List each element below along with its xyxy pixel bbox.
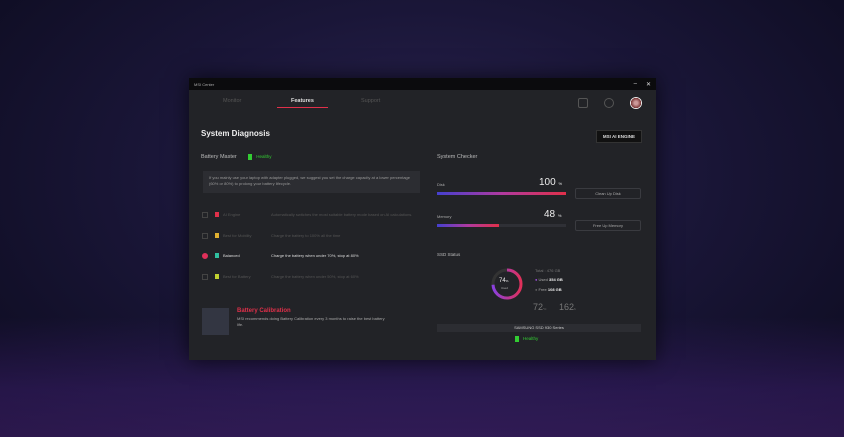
memory-unit: % [557, 213, 562, 218]
battery-option[interactable]: Best for Mobility Charge the battery to 1… [202, 233, 422, 239]
ai-engine-button[interactable]: MSI AI ENGINE [595, 130, 642, 143]
system-checker-title: System Checker [437, 154, 478, 160]
tab-support[interactable]: Support [361, 98, 381, 104]
option-name: Best for Mobility [223, 233, 252, 238]
ssd-free: ● Free 108 GB [535, 287, 562, 292]
settings-icon[interactable] [604, 98, 614, 108]
mode-icon [215, 233, 219, 238]
battery-calibration[interactable]: Battery Calibration MSI recommends doing… [202, 308, 387, 335]
hours-unit: h [574, 307, 576, 311]
page-title: System Diagnosis [201, 129, 270, 138]
disk-unit: % [558, 181, 563, 186]
battery-option[interactable]: Balanced Charge the battery when under 70… [202, 253, 422, 259]
disk-label: Disk [437, 182, 445, 187]
radio[interactable] [202, 253, 208, 259]
clean-up-disk-button[interactable]: Clean Up Disk [575, 188, 641, 199]
ssd-pct-unit: % [505, 279, 509, 283]
ssd-temperature: 72°C [533, 302, 546, 312]
ssd-health-status: Healthy [515, 336, 538, 342]
radio[interactable] [202, 233, 208, 239]
ssd-usage-donut [491, 268, 523, 300]
ssd-power-on-hours: 162h [559, 302, 576, 312]
mode-icon [215, 274, 219, 279]
free-label: Free [538, 287, 547, 292]
temp-value: 72 [533, 302, 544, 312]
ssd-total: Total : 476 GB [535, 268, 561, 273]
option-name: Best for Battery [223, 274, 251, 279]
battery-master-header: Battery Master Healthy [201, 154, 272, 160]
memory-label: Memory [437, 214, 452, 219]
calibration-title[interactable]: Battery Calibration [237, 308, 291, 314]
option-name: AI Engine [223, 212, 241, 217]
disk-bar-fill [437, 192, 566, 195]
used-value: 354 GB [549, 277, 563, 282]
close-button[interactable]: ✕ [645, 81, 651, 88]
disk-value: 100 [539, 177, 556, 188]
free-up-memory-button[interactable]: Free Up Memory [575, 220, 641, 231]
ssd-model: SAMSUNG SSD 930 Series [437, 324, 641, 332]
option-desc: Charge the battery when under 50%, stop … [271, 274, 359, 279]
option-desc: Automatically switches the most suitable… [271, 212, 413, 217]
mode-icon [215, 212, 219, 217]
ssd-pct-value: 74 [499, 278, 506, 284]
ssd-status-title: SSD Status [437, 252, 461, 257]
news-icon[interactable] [578, 98, 588, 108]
ssd-used-percent: 74% [499, 278, 508, 284]
disk-percent: 100 % [539, 177, 562, 188]
battery-master-title: Battery Master [201, 154, 237, 161]
battery-option[interactable]: Best for Battery Charge the battery when … [202, 274, 422, 280]
tab-features[interactable]: Features [277, 98, 328, 108]
hours-value: 162 [559, 302, 575, 312]
minimize-button[interactable]: – [633, 81, 637, 87]
temp-unit: °C [543, 307, 547, 311]
radio[interactable] [202, 274, 208, 280]
msi-center-window: MSI Center – ✕ Monitor Features Support … [189, 78, 656, 360]
calibration-desc: MSI recommends doing Battery Calibration… [237, 316, 385, 327]
avatar[interactable] [630, 97, 642, 109]
battery-status: Healthy [248, 154, 271, 159]
battery-tip: If you mainly use your laptop with adapt… [203, 171, 420, 193]
ssd-used-caption: Used [501, 286, 509, 290]
memory-percent: 48 % [544, 209, 561, 220]
window-title: MSI Center [194, 81, 215, 87]
memory-bar-fill [437, 224, 499, 227]
ssd-used: ● Used 354 GB [535, 277, 563, 282]
donut-arc [491, 268, 523, 300]
option-name: Balanced [223, 253, 240, 258]
free-value: 108 GB [547, 287, 562, 292]
memory-bar [437, 224, 566, 227]
battery-option[interactable]: AI Engine Automatically switches the most… [202, 212, 422, 218]
option-desc: Charge the battery to 100% all the time [271, 233, 341, 238]
battery-calibration-icon [202, 308, 229, 335]
disk-bar [437, 192, 566, 195]
title-bar: MSI Center – ✕ [189, 78, 656, 90]
option-desc: Charge the battery when under 70%, stop … [271, 253, 359, 258]
used-label: Used [538, 277, 548, 282]
memory-value: 48 [544, 209, 556, 220]
mode-icon [215, 253, 219, 258]
radio[interactable] [202, 212, 208, 218]
tab-monitor[interactable]: Monitor [223, 98, 242, 104]
